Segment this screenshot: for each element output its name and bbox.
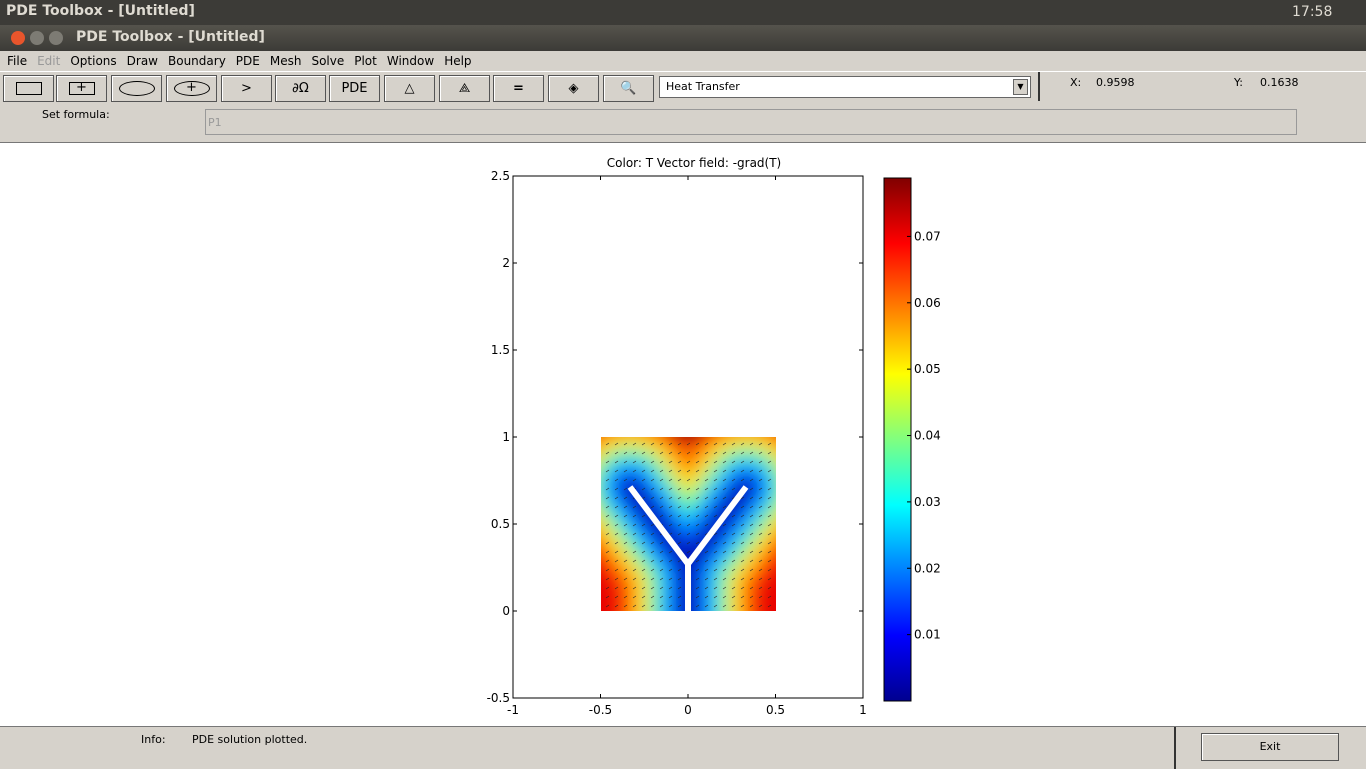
info-label: Info:: [141, 733, 166, 746]
refine-button[interactable]: ⟁: [439, 75, 490, 102]
clock[interactable]: 17:58: [1292, 4, 1333, 20]
y-tick-label: 0: [502, 604, 510, 618]
y-label: Y:: [1234, 76, 1243, 89]
toolbar: + + > ∂Ω PDE △ ⟁ = ◈ 🔍 Heat Transfer ▼ X:…: [0, 71, 1366, 104]
status-bar: Info: PDE solution plotted. Exit: [0, 726, 1366, 769]
plot-title: Color: T Vector field: -grad(T): [607, 156, 781, 170]
colorbar-tick-label: 0.07: [914, 229, 941, 243]
menu-item[interactable]: Plot: [354, 54, 377, 68]
menu-item[interactable]: Boundary: [168, 54, 226, 68]
y-tick-label: 2.5: [491, 169, 510, 183]
menu-item[interactable]: Options: [70, 54, 117, 68]
formula-label: Set formula:: [42, 108, 110, 121]
menu-item[interactable]: File: [7, 54, 28, 68]
y-slot: [627, 485, 749, 611]
polygon-button[interactable]: >: [221, 75, 272, 102]
x-value: 0.9598: [1096, 76, 1135, 89]
mesh-button[interactable]: △: [384, 75, 435, 102]
menu-item[interactable]: Mesh: [269, 54, 302, 68]
plot: Color: T Vector field: -grad(T) -1 -0.5 0 0…: [487, 156, 941, 717]
y-tick-label: -0.5: [487, 691, 510, 705]
y-tick-label: 1: [502, 430, 510, 444]
menu-item[interactable]: PDE: [235, 54, 260, 68]
close-button[interactable]: [11, 31, 25, 45]
window-titlebar: PDE Toolbox - [Untitled]: [0, 25, 1366, 51]
boundary-button[interactable]: ∂Ω: [275, 75, 326, 102]
maximize-button[interactable]: [49, 31, 63, 45]
colorbar-tick-label: 0.05: [914, 362, 941, 376]
colorbar-tick-label: 0.02: [914, 561, 941, 575]
x-tick-label: -0.5: [589, 703, 612, 717]
x-tick-label: 1: [859, 703, 867, 717]
minimize-button[interactable]: [30, 31, 44, 45]
solve-button[interactable]: =: [493, 75, 544, 102]
rect-button[interactable]: [3, 75, 54, 102]
menu-item[interactable]: Draw: [126, 54, 158, 68]
formula-value: P1: [208, 116, 222, 129]
y-tick-label: 2: [502, 256, 510, 270]
info-message: PDE solution plotted.: [192, 733, 308, 746]
rect-center-button[interactable]: +: [56, 75, 107, 102]
y-tick-label: 0.5: [491, 517, 510, 531]
x-tick-label: -1: [507, 703, 519, 717]
x-tick-label: 0.5: [766, 703, 785, 717]
menu-item[interactable]: Solve: [311, 54, 345, 68]
menu-item[interactable]: Window: [386, 54, 435, 68]
system-bar: PDE Toolbox - [Untitled] 17:58: [0, 0, 1366, 25]
menu-item[interactable]: Help: [444, 54, 472, 68]
zoom-button[interactable]: 🔍: [603, 75, 654, 102]
application-dropdown[interactable]: Heat Transfer ▼: [659, 76, 1031, 98]
y-tick-label: 1.5: [491, 343, 510, 357]
formula-input[interactable]: P1: [205, 109, 1297, 135]
menu-bar: File Edit Options Draw Boundary PDE Mesh Solve P…: [0, 51, 1366, 71]
plot-button[interactable]: ◈: [548, 75, 599, 102]
x-label: X:: [1070, 76, 1082, 89]
formula-row: Set formula: P1: [0, 102, 1366, 143]
app-title: PDE Toolbox - [Untitled]: [6, 3, 195, 19]
coordinate-panel: X: 0.9598 Y: 0.1638: [1038, 72, 1366, 101]
window-title: PDE Toolbox - [Untitled]: [76, 29, 265, 45]
colorbar-tick-label: 0.06: [914, 296, 941, 310]
colorbar-tick-label: 0.04: [914, 429, 941, 443]
ellipse-center-button[interactable]: +: [166, 75, 217, 102]
x-tick-label: 0: [684, 703, 692, 717]
ellipse-button[interactable]: [111, 75, 162, 102]
pde-button[interactable]: PDE: [329, 75, 380, 102]
exit-button[interactable]: Exit: [1201, 733, 1339, 761]
menu-item[interactable]: Edit: [37, 54, 61, 68]
colorbar: [883, 177, 912, 702]
application-value: Heat Transfer: [666, 80, 740, 93]
colorbar-tick-label: 0.03: [914, 495, 941, 509]
y-value: 0.1638: [1260, 76, 1299, 89]
colorbar-tick-label: 0.01: [914, 628, 941, 642]
